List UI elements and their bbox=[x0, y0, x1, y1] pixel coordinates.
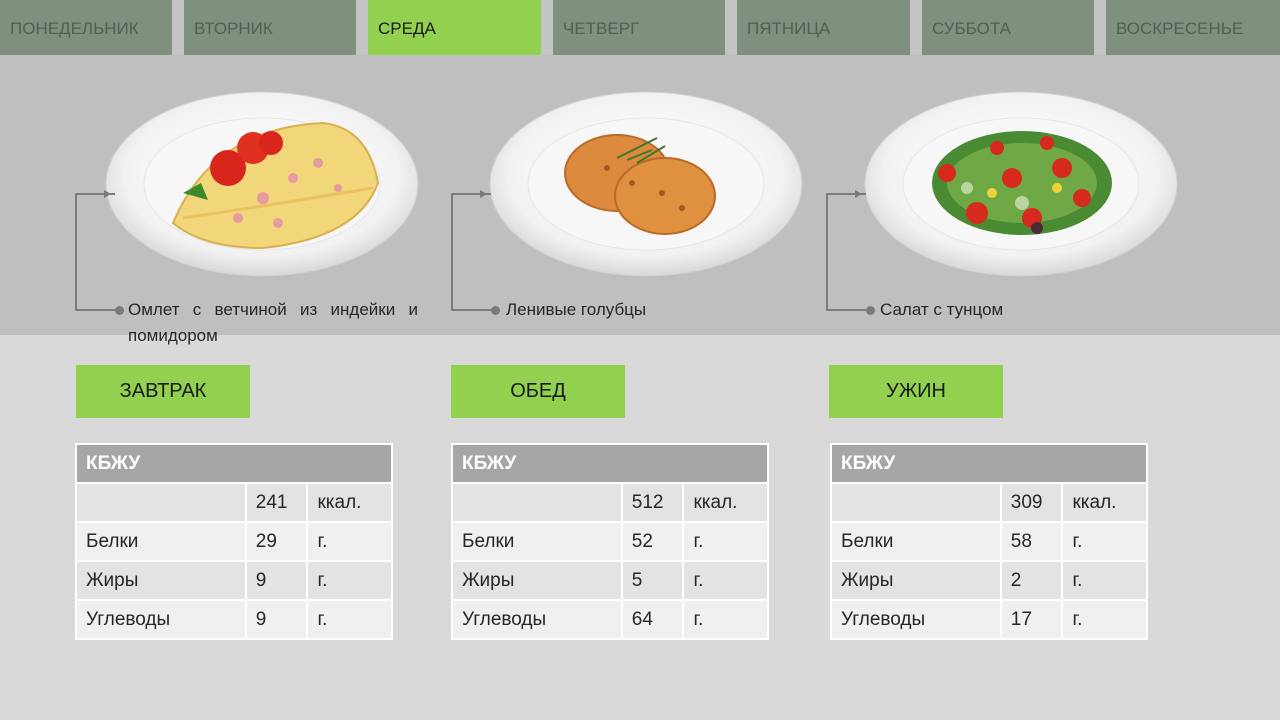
breakfast-button[interactable]: ЗАВТРАК bbox=[76, 365, 250, 418]
nutrient-value: 17 bbox=[999, 599, 1064, 640]
nutrient-name: Углеводы bbox=[451, 599, 623, 640]
nutrient-unit: г. bbox=[306, 560, 393, 601]
dish-connector-line bbox=[451, 193, 491, 311]
nutrient-name: Белки bbox=[830, 521, 1002, 562]
dish-name-breakfast-line2: помидором bbox=[128, 326, 218, 345]
breakfast-kbju-table: КБЖУ 241 ккал. Белки 29 г. Жиры 9 г. Угл… bbox=[75, 443, 393, 640]
tab-sunday[interactable]: ВОСКРЕСЕНЬЕ bbox=[1106, 0, 1280, 55]
kcal-value: 309 bbox=[999, 482, 1064, 523]
table-header: КБЖУ bbox=[451, 443, 769, 484]
dish-name-lunch: Ленивые голубцы bbox=[506, 300, 647, 319]
table-header: КБЖУ bbox=[830, 443, 1148, 484]
table-row: Жиры 2 г. bbox=[830, 560, 1148, 601]
nutrient-unit: г. bbox=[682, 599, 769, 640]
tab-wednesday[interactable]: СРЕДА bbox=[368, 0, 541, 55]
kcal-unit: ккал. bbox=[682, 482, 769, 523]
lunch-kbju-table: КБЖУ 512 ккал. Белки 52 г. Жиры 5 г. Угл… bbox=[451, 443, 769, 640]
nutrient-name: Жиры bbox=[830, 560, 1002, 601]
nutrient-unit: г. bbox=[682, 560, 769, 601]
dish-name-breakfast: Омлет с ветчиной из индейки и помидором bbox=[128, 297, 418, 349]
nutrient-unit: г. bbox=[682, 521, 769, 562]
nutrient-name: Жиры bbox=[75, 560, 247, 601]
lunch-button[interactable]: ОБЕД bbox=[451, 365, 625, 418]
table-row: 241 ккал. bbox=[75, 482, 393, 523]
kcal-value: 241 bbox=[244, 482, 309, 523]
table-row: Белки 29 г. bbox=[75, 521, 393, 562]
table-row: Белки 58 г. bbox=[830, 521, 1148, 562]
kcal-label bbox=[451, 482, 623, 523]
kcal-label bbox=[75, 482, 247, 523]
table-row: Углеводы 17 г. bbox=[830, 599, 1148, 640]
nutrient-name: Белки bbox=[75, 521, 247, 562]
kcal-unit: ккал. bbox=[1061, 482, 1148, 523]
arrow-icon bbox=[480, 190, 487, 198]
nutrient-unit: г. bbox=[1061, 521, 1148, 562]
nutrient-value: 2 bbox=[999, 560, 1064, 601]
tab-saturday[interactable]: СУББОТА bbox=[922, 0, 1094, 55]
dish-name-dinner: Салат с тунцом bbox=[880, 300, 1004, 319]
nutrient-unit: г. bbox=[1061, 560, 1148, 601]
nutrient-name: Белки bbox=[451, 521, 623, 562]
dish-connector-line bbox=[826, 193, 866, 311]
kcal-label bbox=[830, 482, 1002, 523]
nutrient-value: 64 bbox=[620, 599, 685, 640]
bullet-icon bbox=[491, 306, 500, 315]
dinner-kbju-table: КБЖУ 309 ккал. Белки 58 г. Жиры 2 г. Угл… bbox=[830, 443, 1148, 640]
arrow-icon bbox=[104, 190, 111, 198]
nutrient-value: 58 bbox=[999, 521, 1064, 562]
tab-monday[interactable]: ПОНЕДЕЛЬНИК bbox=[0, 0, 172, 55]
kcal-unit: ккал. bbox=[306, 482, 393, 523]
table-row: Жиры 9 г. bbox=[75, 560, 393, 601]
nutrient-unit: г. bbox=[306, 599, 393, 640]
nutrient-value: 29 bbox=[244, 521, 309, 562]
tab-tuesday[interactable]: ВТОРНИК bbox=[184, 0, 356, 55]
table-row: 512 ккал. bbox=[451, 482, 769, 523]
bullet-icon bbox=[115, 306, 124, 315]
nutrient-value: 52 bbox=[620, 521, 685, 562]
nutrient-value: 9 bbox=[244, 599, 309, 640]
day-tabs: ПОНЕДЕЛЬНИК ВТОРНИК СРЕДА ЧЕТВЕРГ ПЯТНИЦ… bbox=[0, 0, 1280, 55]
table-row: Углеводы 64 г. bbox=[451, 599, 769, 640]
omelette-plate-image bbox=[105, 91, 419, 277]
dinner-button[interactable]: УЖИН bbox=[829, 365, 1003, 418]
bullet-icon bbox=[866, 306, 875, 315]
nutrient-name: Жиры bbox=[451, 560, 623, 601]
table-row: Жиры 5 г. bbox=[451, 560, 769, 601]
cabbage-rolls-plate-image bbox=[489, 91, 803, 277]
nutrient-name: Углеводы bbox=[75, 599, 247, 640]
kcal-value: 512 bbox=[620, 482, 685, 523]
table-row: Углеводы 9 г. bbox=[75, 599, 393, 640]
nutrient-name: Углеводы bbox=[830, 599, 1002, 640]
nutrient-value: 9 bbox=[244, 560, 309, 601]
tab-friday[interactable]: ПЯТНИЦА bbox=[737, 0, 910, 55]
dish-connector-line bbox=[75, 193, 115, 311]
dish-name-breakfast-line1: Омлет с ветчиной из индейки и bbox=[128, 300, 418, 319]
arrow-icon bbox=[855, 190, 862, 198]
nutrient-unit: г. bbox=[306, 521, 393, 562]
tab-thursday[interactable]: ЧЕТВЕРГ bbox=[553, 0, 725, 55]
nutrient-unit: г. bbox=[1061, 599, 1148, 640]
table-row: Белки 52 г. bbox=[451, 521, 769, 562]
tuna-salad-plate-image bbox=[864, 91, 1178, 277]
table-header: КБЖУ bbox=[75, 443, 393, 484]
table-row: 309 ккал. bbox=[830, 482, 1148, 523]
nutrient-value: 5 bbox=[620, 560, 685, 601]
